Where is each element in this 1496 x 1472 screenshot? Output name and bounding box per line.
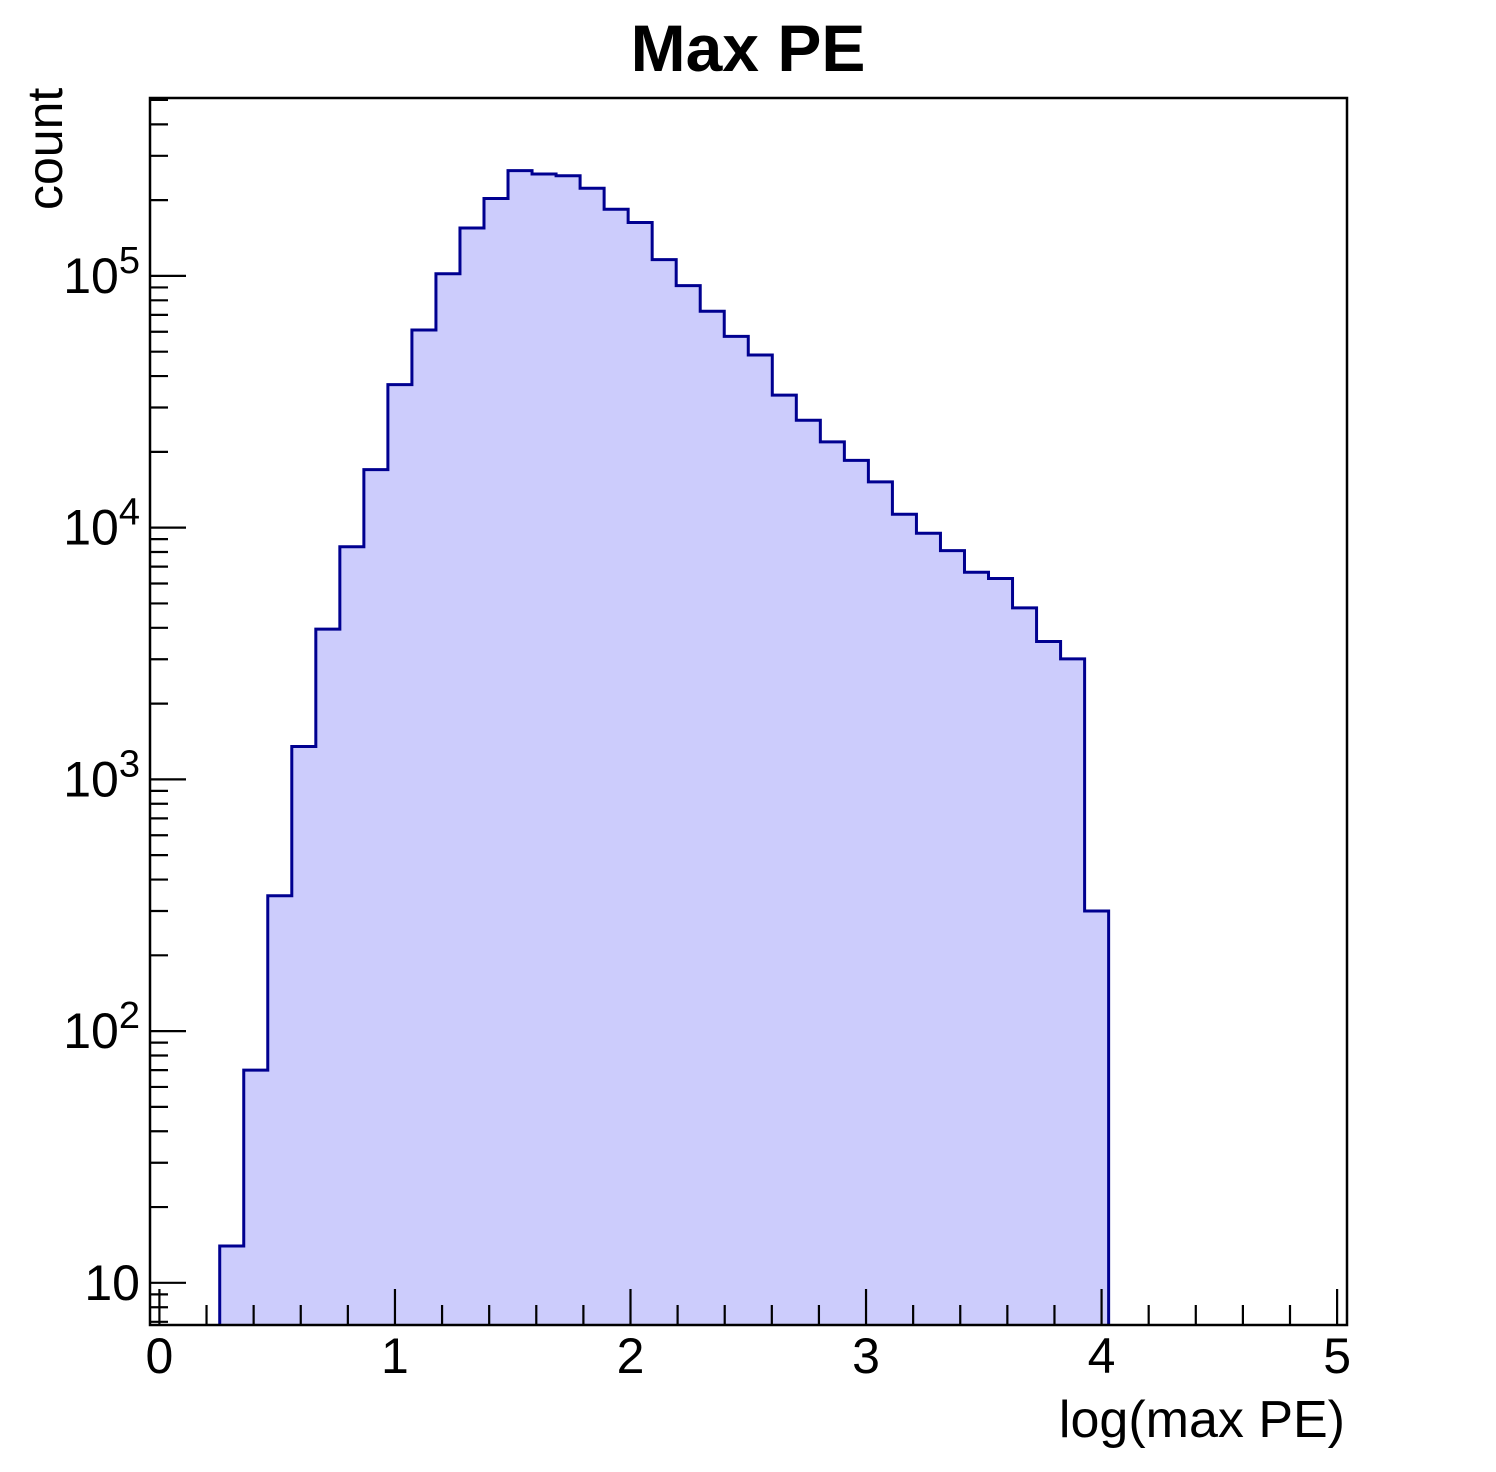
x-tick-label: 4 [1088,1328,1116,1384]
plot-frame [148,96,1349,1327]
y-major-ticks [150,274,186,1284]
y-axis-title: count [17,87,73,210]
chart-shape: 10 [63,1003,119,1059]
y-tick-label: 104 [63,492,140,556]
chart-shape: 10 [63,248,119,304]
x-tick-label: 5 [1323,1328,1351,1384]
chart-title: Max PE [630,11,866,85]
x-tick-label: 0 [146,1328,174,1384]
x-minor-ticks [205,1305,1292,1325]
x-axis-title: log(max PE) [1058,1391,1345,1449]
y-minor-ticks [150,98,168,1323]
chart-shape: 4 [119,492,140,534]
chart-shape: 2 [119,995,140,1037]
chart-shape: 3 [119,743,140,785]
chart-shape: 10 [63,500,119,556]
y-tick-label: 105 [63,240,140,304]
histogram-outline [218,169,1111,1325]
histogram-area [219,170,1109,1325]
x-tick-label: 1 [381,1328,409,1384]
x-tick-label: 3 [852,1328,880,1384]
y-tick-label: 10 [84,1255,140,1311]
y-tick-label: 103 [63,743,140,807]
y-tick-label: 102 [63,995,140,1059]
chart-shape: 10 [63,751,119,807]
x-tick-label: 2 [617,1328,645,1384]
chart-shape: 5 [119,240,140,282]
